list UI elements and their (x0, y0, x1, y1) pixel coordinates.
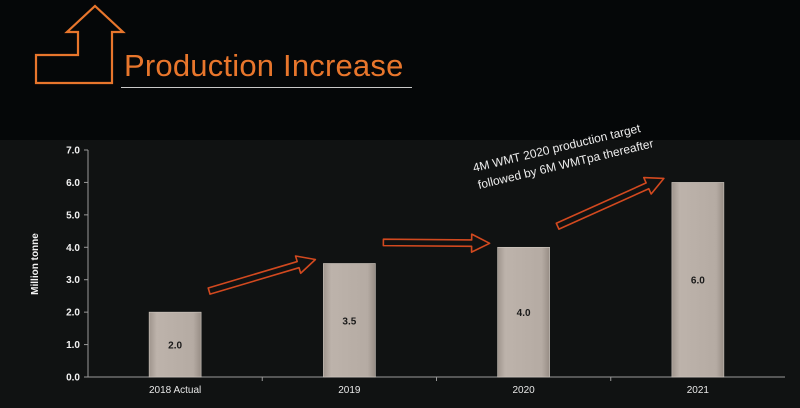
labels: 0.0 1.0 2.0 3.0 4.0 5.0 6.0 7.0 2.0 2018 Actual 3.… (66, 146, 709, 397)
bar (323, 263, 376, 378)
up-turn-arrow-icon (34, 4, 126, 85)
x-category-label: 2021 (687, 385, 710, 396)
bar-data-label: 4.0 (517, 308, 531, 319)
bar (497, 246, 550, 378)
bar (148, 311, 202, 378)
bar-data-label: 2.0 (168, 341, 182, 352)
y-tick-label: 1.0 (66, 340, 80, 351)
trend-arrow-icon (382, 233, 491, 253)
trend-arrow-icon (555, 176, 665, 230)
y-axis-label: Million tonne (30, 233, 41, 295)
chart-panel (0, 140, 800, 408)
bars (148, 182, 725, 378)
x-category-label: 2019 (338, 385, 361, 396)
bar (671, 182, 725, 378)
trend-arrow-icon (207, 255, 317, 295)
x-category-label: 2018 Actual (149, 385, 201, 396)
x-category-label: 2020 (513, 385, 536, 396)
y-tick-label: 4.0 (66, 243, 80, 254)
y-tick-label: 2.0 (66, 308, 80, 319)
bar-data-label: 3.5 (342, 316, 356, 327)
y-tick-label: 7.0 (66, 146, 80, 157)
bar-data-label: 6.0 (691, 276, 705, 287)
title-area: Production Increase (0, 0, 800, 100)
y-tick-label: 3.0 (66, 275, 80, 286)
title-underline (121, 87, 412, 88)
chart-axes (84, 149, 785, 381)
y-tick-label: 6.0 (66, 178, 80, 189)
trend-arrows (207, 176, 665, 295)
y-tick-label: 5.0 (66, 210, 80, 221)
y-tick-label: 0.0 (66, 373, 80, 384)
page-title: Production Increase (124, 48, 404, 83)
